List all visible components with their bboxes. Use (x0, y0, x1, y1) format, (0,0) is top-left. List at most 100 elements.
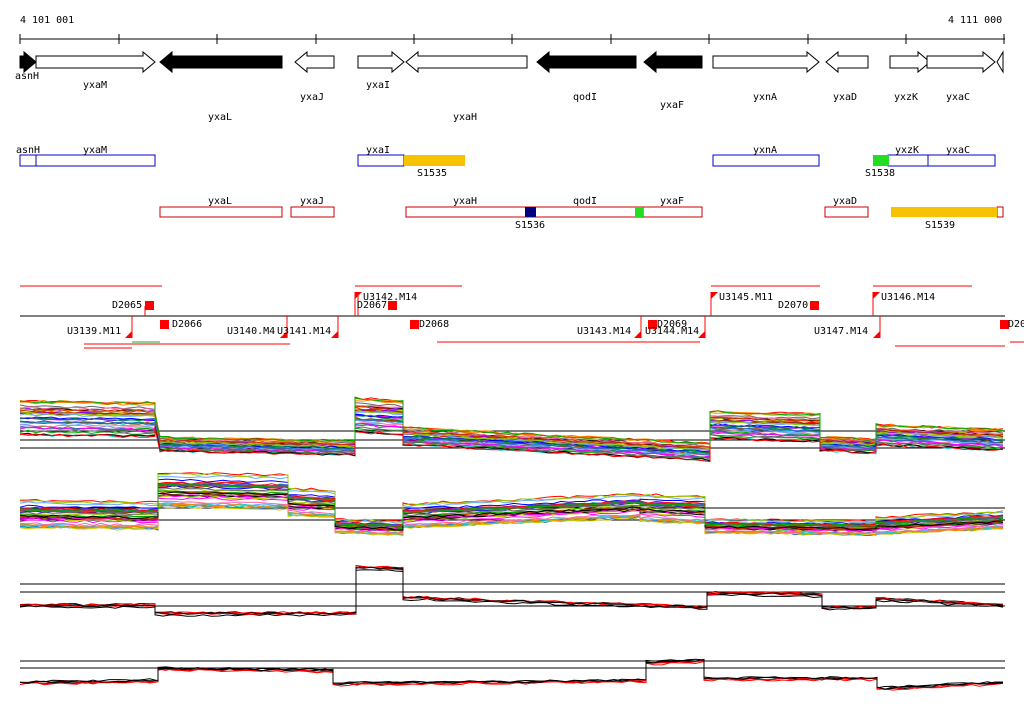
forward-box[interactable] (19, 154, 37, 167)
transcript-marker-track: D2065 D2066 D2067 D2068 D2069 D2070 D20 U3142.M… (20, 285, 1024, 349)
segment-label: S1538 (865, 168, 895, 179)
profile-line (19, 497, 1004, 533)
reverse-box-label: yxaH (453, 196, 477, 207)
coord-start: 4 101 001 (20, 15, 74, 26)
reverse-box[interactable] (405, 206, 528, 218)
u-marker[interactable] (634, 331, 641, 338)
forward-box-label: yxaI (366, 145, 390, 156)
profile-line (19, 569, 1004, 617)
profile-line (19, 422, 1004, 458)
u-marker-label: U3143.M14 (577, 326, 631, 337)
d-marker[interactable] (648, 320, 657, 329)
d-marker[interactable] (160, 320, 169, 329)
profile-line (19, 659, 1003, 690)
gene-arrow-yxaL[interactable] (159, 50, 283, 74)
forward-box[interactable] (35, 154, 156, 167)
d-marker-label: D20 (1008, 319, 1024, 330)
gene-arrow-yxaI[interactable] (357, 50, 405, 74)
d-marker-label: D2067 (357, 300, 387, 311)
forward-box[interactable] (712, 154, 820, 167)
reverse-box[interactable] (526, 206, 644, 218)
profile-line (19, 500, 1004, 534)
profile-line (19, 495, 1004, 532)
u-marker[interactable] (873, 331, 880, 338)
expression-profile-tracks (19, 396, 1005, 691)
d-marker-label: D2065 (112, 300, 142, 311)
gene-label-yxaD: yxaD (833, 92, 857, 103)
profile-line (19, 566, 1004, 616)
reverse-box[interactable] (290, 206, 335, 218)
d-marker[interactable] (1000, 320, 1009, 329)
profile-line (19, 487, 1004, 529)
d-marker[interactable] (145, 301, 154, 310)
segment-block[interactable] (635, 207, 643, 217)
forward-box[interactable] (357, 154, 405, 167)
profile-line (19, 418, 1004, 455)
u-marker-label: U3142.M14 (363, 292, 417, 303)
gene-arrow-yxaJ[interactable] (294, 50, 335, 74)
u-marker-label: U3146.M14 (881, 292, 935, 303)
profile-line (19, 414, 1004, 453)
forward-box-label: yxnA (753, 145, 777, 156)
gene-label-yxaC: yxaC (946, 92, 970, 103)
gene-arrow-yxaM[interactable] (35, 50, 156, 74)
u-marker[interactable] (698, 331, 705, 338)
u-marker[interactable] (711, 292, 718, 299)
d-marker[interactable] (410, 320, 419, 329)
d-marker-label: D2070 (778, 300, 808, 311)
gene-arrow-track: asnH yxaM yxaL yxaJ yxaI yxaH qodI yxaF yxnA yxaD… (15, 50, 1004, 123)
segment-block[interactable] (525, 207, 536, 217)
u-marker[interactable] (331, 331, 338, 338)
gene-arrow-asnH[interactable] (19, 50, 37, 74)
u-marker-label: U3140.M4 (227, 326, 275, 337)
ruler (19, 34, 1005, 44)
reverse-box-label: yxaF (660, 196, 684, 207)
profile-line (19, 472, 1004, 523)
d-marker-label: D2068 (419, 319, 449, 330)
d-marker[interactable] (810, 301, 819, 310)
profile-line (19, 478, 1004, 526)
profile-line (19, 397, 1004, 445)
gene-label-qodI: qodI (573, 92, 597, 103)
forward-segment-track: asnH yxaM yxaI yxnA yxzK yxaC S1535 S1538 (16, 145, 996, 179)
gene-label-yxaF: yxaF (660, 100, 684, 111)
profile-line (19, 494, 1004, 532)
gene-arrow-yxaC[interactable] (926, 50, 996, 74)
forward-box[interactable] (927, 154, 996, 167)
segment-block[interactable] (404, 155, 465, 166)
gene-label-yxaI: yxaI (366, 80, 390, 91)
u-marker[interactable] (280, 331, 287, 338)
segment-block[interactable] (891, 207, 997, 217)
u-marker[interactable] (355, 292, 362, 299)
reverse-box-label: yxaL (208, 196, 232, 207)
gene-label-yxzK: yxzK (894, 92, 918, 103)
gene-arrow-yxaD[interactable] (825, 50, 869, 74)
gene-arrow-yxnA[interactable] (712, 50, 820, 74)
u-marker-label: U3147.M14 (814, 326, 868, 337)
profile-line (19, 475, 1004, 524)
segment-label: S1536 (515, 220, 545, 231)
forward-box[interactable] (887, 154, 929, 167)
profile-line (19, 414, 1004, 453)
u-marker[interactable] (873, 292, 880, 299)
u-marker[interactable] (125, 331, 132, 338)
reverse-box[interactable] (996, 206, 1004, 218)
reverse-box[interactable] (159, 206, 283, 218)
u-marker-label: U3145.M11 (719, 292, 773, 303)
coord-end: 4 111 000 (948, 15, 1002, 26)
reverse-box[interactable] (642, 206, 703, 218)
gene-arrow-yxaH[interactable] (405, 50, 528, 74)
d-marker-label: D2069 (657, 319, 687, 330)
reverse-box[interactable] (824, 206, 869, 218)
gene-arrow-yxzK[interactable] (889, 50, 931, 74)
segment-block[interactable] (873, 155, 889, 166)
profile-line (19, 399, 1004, 445)
gene-arrow-partial[interactable] (996, 50, 1004, 74)
d-marker[interactable] (388, 301, 397, 310)
forward-box-label: asnH (16, 145, 40, 156)
u-marker-label: U3144.M14 (645, 326, 699, 337)
gene-arrow-qodI[interactable] (536, 50, 637, 74)
profile-line (19, 405, 1004, 448)
profile-line (19, 660, 1004, 691)
gene-arrow-yxaF[interactable] (643, 50, 703, 74)
